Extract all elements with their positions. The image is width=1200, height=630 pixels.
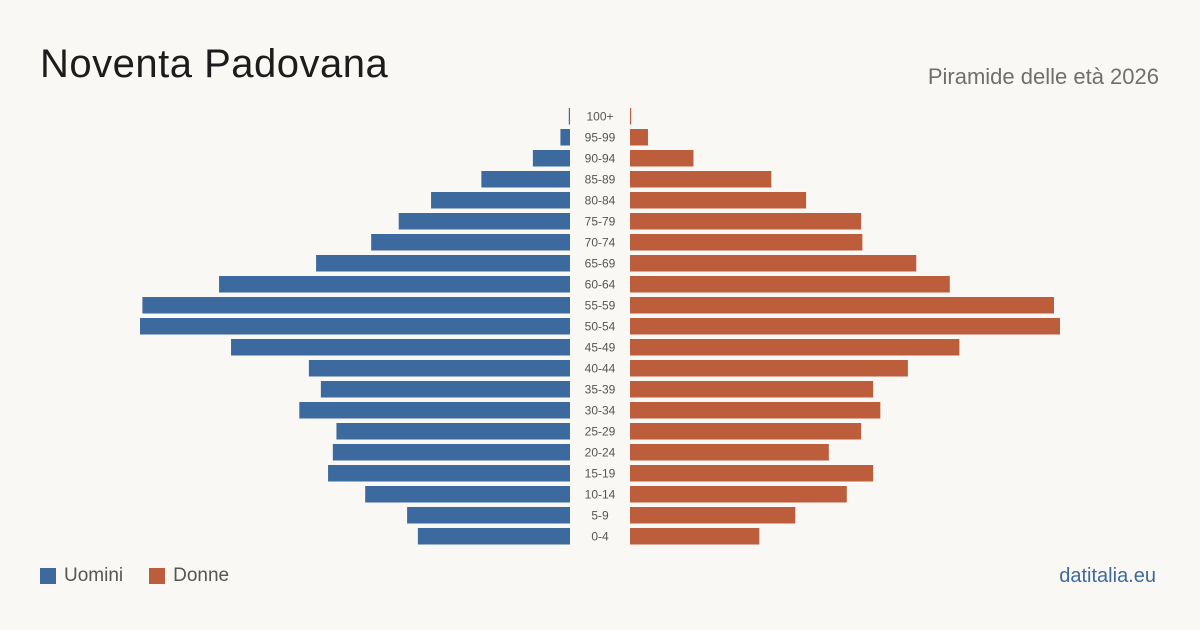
bar-male-40-44: [308, 360, 570, 377]
bar-male-0-4: [417, 528, 570, 545]
bar-male-90-94: [532, 150, 570, 167]
bar-male-75-79: [398, 213, 570, 230]
legend-label-male: Uomini: [64, 565, 124, 586]
age-group-label: 65-69: [585, 256, 616, 270]
age-group-label: 90-94: [585, 151, 616, 165]
bar-male-95-99: [560, 129, 570, 146]
bar-male-25-29: [336, 423, 570, 440]
bar-male-45-49: [231, 339, 570, 356]
bar-male-55-59: [142, 297, 570, 314]
age-group-label: 25-29: [585, 424, 616, 438]
bar-female-10-14: [630, 486, 847, 503]
chart-subtitle: Piramide delle età 2026: [927, 64, 1159, 89]
age-group-label: 85-89: [585, 172, 616, 186]
legend-swatch-male: [40, 568, 56, 584]
age-group-label: 35-39: [585, 382, 616, 396]
age-group-label: 10-14: [585, 487, 616, 501]
age-group-label: 70-74: [585, 235, 616, 249]
bar-female-75-79: [630, 213, 862, 230]
bar-female-60-64: [630, 276, 950, 293]
bar-female-25-29: [630, 423, 862, 440]
bar-male-70-74: [371, 234, 570, 251]
bar-male-5-9: [407, 507, 570, 524]
bar-male-60-64: [219, 276, 570, 293]
bar-male-100+: [568, 108, 570, 125]
bar-male-15-19: [328, 465, 570, 482]
age-group-label: 60-64: [585, 277, 616, 291]
bar-female-50-54: [630, 318, 1060, 335]
bar-male-65-69: [316, 255, 570, 272]
bar-male-20-24: [332, 444, 570, 461]
age-group-label: 0-4: [591, 529, 609, 543]
bar-female-80-84: [630, 192, 807, 209]
age-group-label: 45-49: [585, 340, 616, 354]
bar-male-85-89: [481, 171, 570, 188]
legend-label-female: Donne: [173, 565, 230, 586]
age-group-label: 30-34: [585, 403, 616, 417]
age-group-label: 20-24: [585, 445, 616, 459]
legend: Uomini Donne: [40, 565, 255, 587]
age-group-label: 95-99: [585, 130, 616, 144]
bar-female-40-44: [630, 360, 908, 377]
legend-swatch-female: [149, 568, 166, 584]
bar-female-30-34: [630, 402, 881, 419]
bar-female-90-94: [630, 150, 694, 167]
age-group-label: 5-9: [591, 508, 609, 522]
age-group-label: 55-59: [585, 298, 616, 312]
bar-female-65-69: [630, 255, 917, 272]
age-group-label: 50-54: [585, 319, 616, 333]
bar-female-5-9: [630, 507, 796, 524]
bar-female-20-24: [630, 444, 829, 461]
age-group-label: 100+: [586, 109, 613, 123]
age-group-label: 40-44: [585, 361, 616, 375]
source-link[interactable]: datitalia.eu: [1059, 565, 1156, 587]
bar-male-50-54: [140, 318, 570, 335]
bar-female-100+: [630, 108, 632, 125]
bar-female-15-19: [630, 465, 874, 482]
page-title: Noventa Padovana: [40, 42, 389, 86]
bar-female-45-49: [630, 339, 960, 356]
age-group-label: 15-19: [585, 466, 616, 480]
bar-male-10-14: [365, 486, 570, 503]
bar-female-85-89: [630, 171, 772, 188]
bar-male-80-84: [431, 192, 570, 209]
bar-male-35-39: [320, 381, 570, 398]
bar-female-95-99: [630, 129, 648, 146]
age-group-label: 80-84: [585, 193, 616, 207]
bar-female-55-59: [630, 297, 1055, 314]
bar-male-30-34: [299, 402, 570, 419]
age-group-label: 75-79: [585, 214, 616, 228]
legend-item-female: Donne: [149, 565, 229, 587]
bar-female-0-4: [630, 528, 760, 545]
bar-female-70-74: [630, 234, 863, 251]
bar-female-35-39: [630, 381, 874, 398]
legend-item-male: Uomini: [40, 565, 123, 587]
